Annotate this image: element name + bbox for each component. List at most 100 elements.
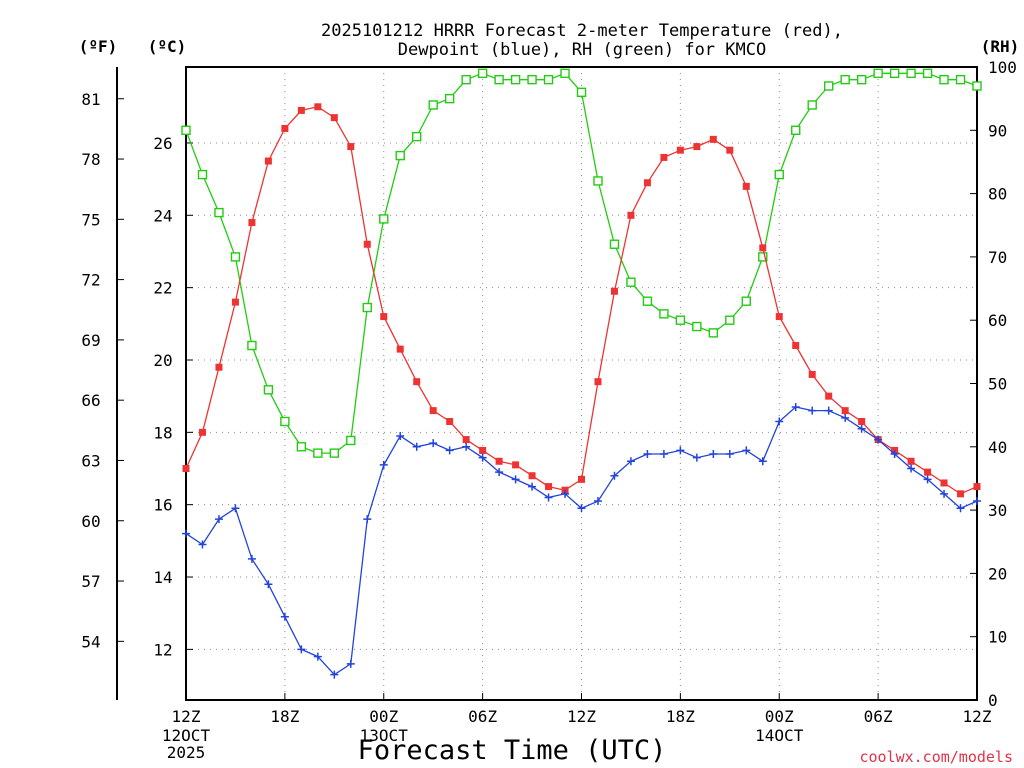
dewpoint-point [742,446,751,455]
dewpoint-point [973,497,981,506]
dewpoint-point [890,450,899,459]
chart-title-line-1: 2025101212 HRRR Forecast 2-meter Tempera… [321,21,843,41]
temperature-point [314,103,322,111]
rh-point [230,252,241,262]
rh-point [840,74,850,85]
temperature-point [924,468,932,476]
rh-point [444,93,455,104]
fahrenheit-tick-label: 75 [81,210,100,229]
temperature-point [907,457,915,465]
x-tick-label: 18Z [270,707,299,726]
series-line-rh [185,72,978,454]
rh-tick-label: 90 [988,121,1007,140]
temperature-point [462,436,470,444]
temperature-point [446,417,454,425]
celsius-unit-label: (ºC) [148,37,187,56]
dewpoint-point [445,446,454,455]
x-tick-date-label: 14OCT [755,726,804,745]
dewpoint-point [659,450,668,459]
temperature-point [627,211,635,219]
dewpoint-point [709,450,718,459]
temperature-point [248,219,256,227]
rh-point [181,125,191,136]
temperature-point [808,370,816,378]
celsius-tick-label: 24 [153,206,172,225]
x-tick-label: 00Z [369,707,398,726]
dewpoint-point [182,529,190,538]
rh-tick-label: 20 [988,564,1007,583]
x-tick-label: 12Z [567,707,596,726]
rh-point [527,74,537,85]
rh-tick-label: 50 [988,375,1007,394]
temperature-point [578,475,585,483]
celsius-tick-label: 18 [153,423,172,442]
rh-point [247,340,257,351]
fahrenheit-unit-label: (ºF) [79,37,118,56]
rh-tick-label: 30 [988,501,1007,520]
dewpoint-point [626,457,635,466]
rh-point [494,74,504,85]
temperature-point [759,244,767,252]
dewpoint-point [808,406,817,415]
rh-tick-label: 10 [988,628,1007,647]
rh-point [758,252,768,262]
rh-point [395,150,405,161]
temperature-point [676,146,684,154]
temperature-point [841,407,849,415]
dewpoint-point [264,580,273,589]
x-tick-date-label: 13OCT [360,726,409,745]
dewpoint-point [593,497,602,506]
rh-tick-label: 0 [988,691,998,710]
rh-point [642,296,653,306]
rh-point [873,68,883,79]
x-tick-label: 18Z [666,707,695,726]
temperature-point [643,179,651,187]
dewpoint-point [874,435,883,444]
rh-point [296,442,307,452]
rh-point [477,68,488,79]
rh-tick-label: 80 [988,185,1007,204]
rh-point [461,74,471,85]
chart-title-line-2: Dewpoint (blue), RH (green) for KMCO [398,40,766,60]
dewpoint-point [429,439,438,448]
dewpoint-point [198,540,207,549]
dewpoint-point [857,424,866,433]
temperature-point [429,407,437,415]
temperature-point [297,106,305,114]
temperature-point [726,146,734,154]
dewpoint-point [330,670,339,679]
dewpoint-point [511,475,520,484]
x-tick-date-label: 12OCT [162,726,211,745]
x-tick-label: 12Z [172,707,201,726]
rh-point [412,131,422,142]
rh-point [856,74,867,85]
rh-point [543,74,554,85]
temperature-point [413,378,421,386]
dewpoint-point [791,403,800,412]
fahrenheit-tick-label: 63 [81,451,100,470]
dewpoint-point [280,612,289,621]
dewpoint-point [676,446,685,455]
rh-point [791,125,801,136]
series-line-temperature [185,106,978,495]
temperature-point [709,135,717,143]
temperature-point [182,465,190,473]
dewpoint-point [412,442,421,451]
temperature-point [330,114,338,122]
credit-link[interactable]: coolwx.com/models [859,748,1013,766]
temperature-point [792,342,800,350]
celsius-tick-label: 16 [153,496,172,515]
rh-point [659,309,669,319]
rh-tick-label: 40 [988,438,1007,457]
dewpoint-point [544,493,553,502]
dewpoint-point [528,482,537,491]
celsius-tick-label: 12 [153,640,172,659]
rh-point [609,239,620,249]
dewpoint-point [725,450,734,459]
temperature-point [495,457,503,465]
dewpoint-point [758,457,767,466]
dewpoint-point [643,450,652,459]
dewpoint-point [561,489,570,498]
rh-point [955,74,966,85]
